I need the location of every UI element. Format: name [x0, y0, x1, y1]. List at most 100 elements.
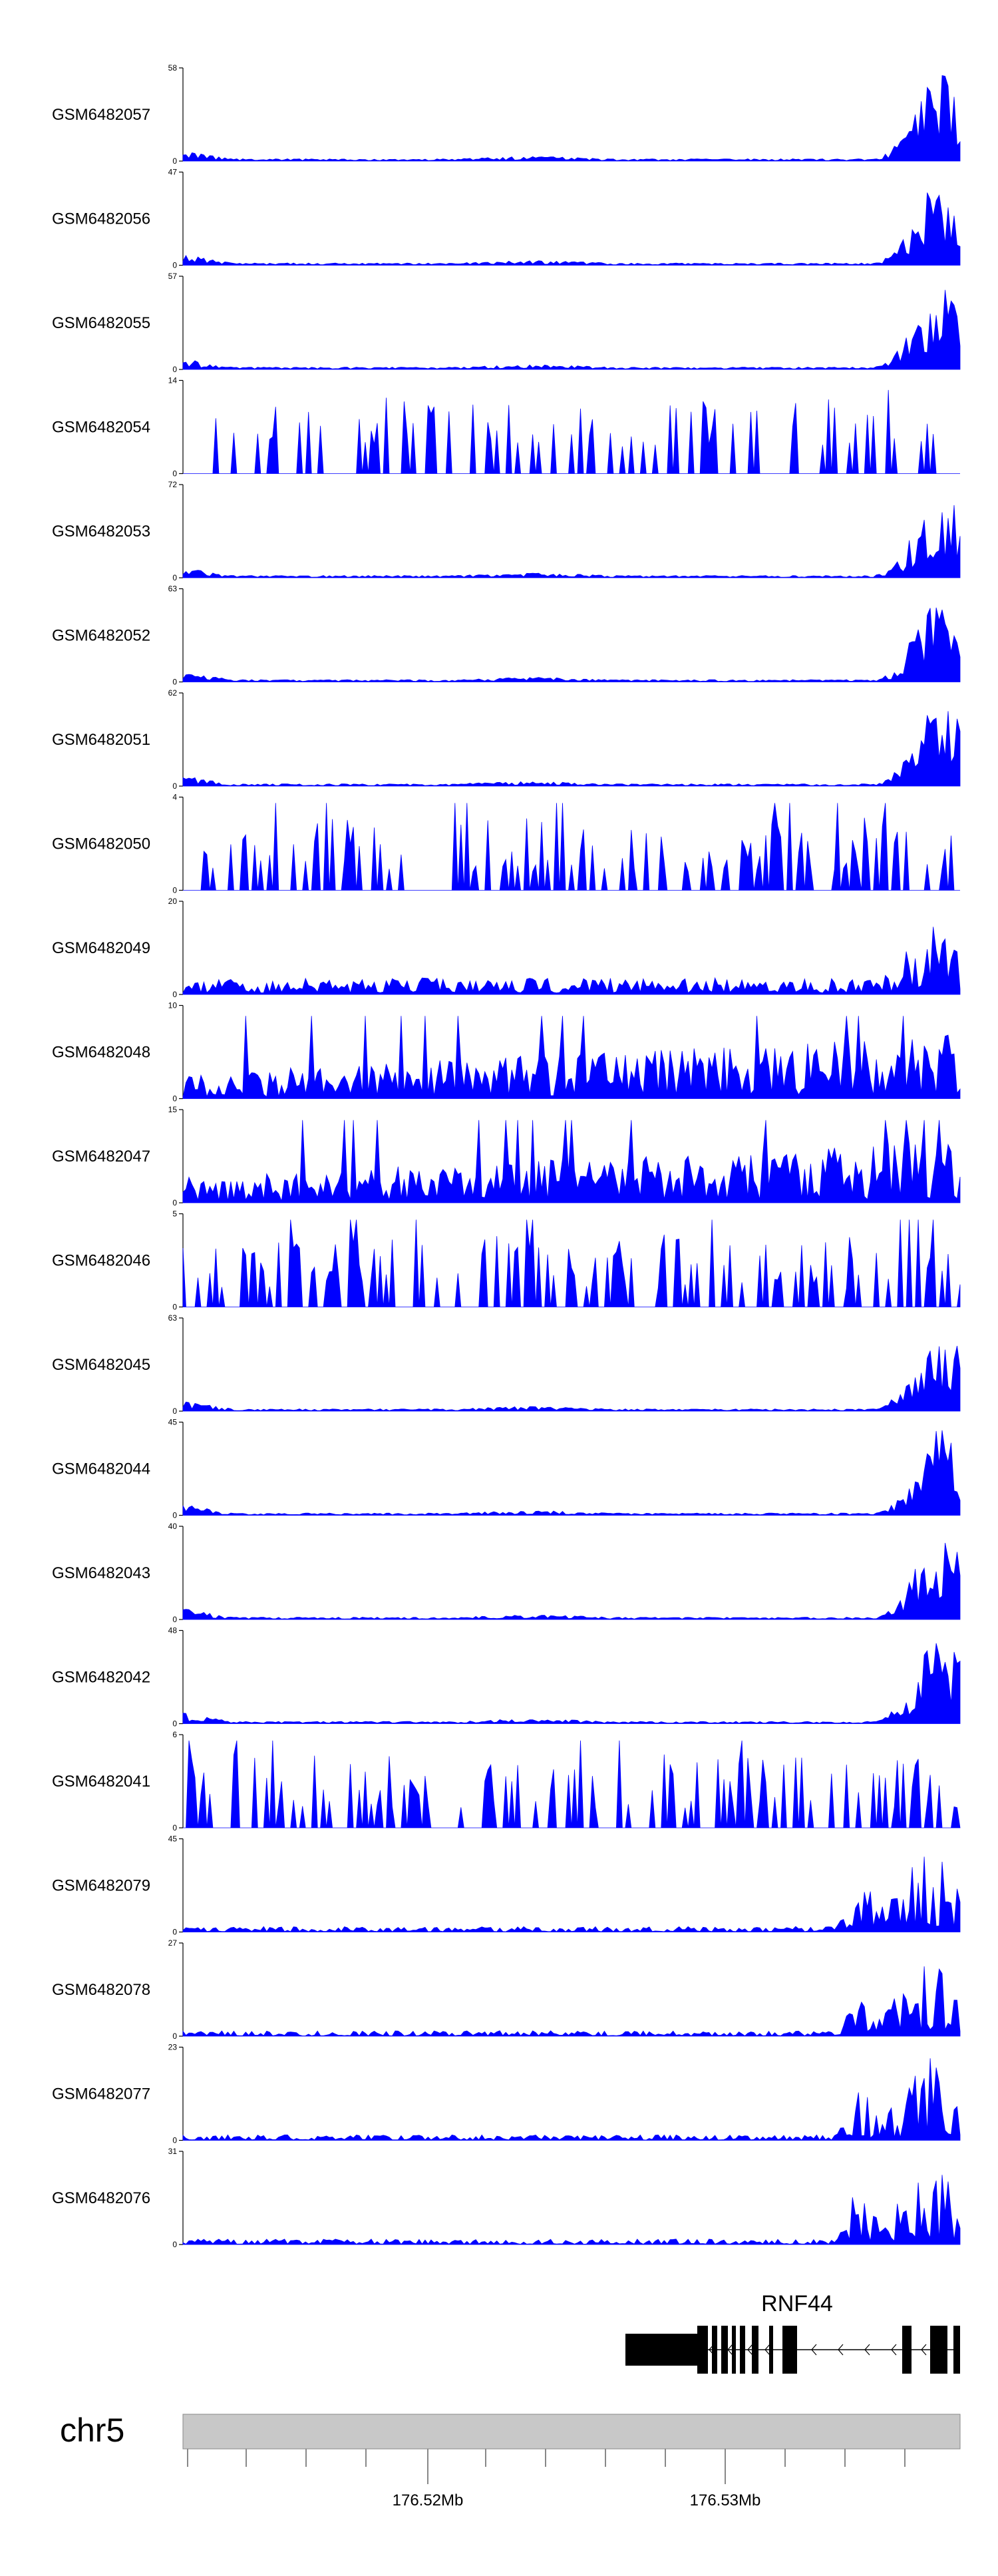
- chromosome-label: chr5: [60, 2412, 124, 2449]
- coverage-area: [182, 1643, 961, 1724]
- y-tick-label-max: 15: [168, 1105, 178, 1114]
- track-label: GSM6482076: [52, 2189, 150, 2207]
- y-tick-label-min: 0: [172, 781, 177, 791]
- coverage-area: [182, 290, 961, 370]
- y-tick-label-min: 0: [172, 1198, 177, 1207]
- y-tick-label-min: 0: [172, 469, 177, 479]
- y-tick-label-max: 58: [168, 63, 178, 73]
- track-label: GSM6482050: [52, 835, 150, 853]
- track-label: GSM6482079: [52, 1877, 150, 1895]
- strand-arrow: [811, 2344, 817, 2356]
- track-GSM6482052: GSM6482052 63 0: [52, 584, 961, 687]
- track-label: GSM6482054: [52, 419, 150, 437]
- y-tick-label-min: 0: [172, 1303, 177, 1312]
- y-tick-label-min: 0: [172, 573, 177, 582]
- y-tick-label-max: 10: [168, 1001, 178, 1010]
- strand-arrow: [864, 2344, 870, 2356]
- track-GSM6482079: GSM6482079 45 0: [52, 1834, 961, 1937]
- coverage-area: [182, 1016, 961, 1099]
- chromosome-band: [182, 2414, 961, 2450]
- y-tick-label-max: 6: [172, 1730, 177, 1739]
- exon: [782, 2326, 797, 2374]
- track-label: GSM6482057: [52, 106, 150, 124]
- track-GSM6482054: GSM6482054 14 0: [52, 376, 960, 479]
- coverage-area: [183, 1740, 961, 1828]
- y-tick-label-min: 0: [172, 1511, 177, 1520]
- track-label: GSM6482056: [52, 210, 150, 228]
- y-tick-label-max: 5: [172, 1209, 177, 1219]
- exon: [740, 2326, 745, 2374]
- y-tick-label-max: 27: [168, 1938, 178, 1948]
- coverage-area: [182, 2058, 961, 2141]
- gene-label: RNF44: [761, 2291, 833, 2316]
- track-GSM6482056: GSM6482056 47 0: [52, 168, 961, 270]
- y-tick-label-min: 0: [172, 1719, 177, 1729]
- track-label: GSM6482055: [52, 314, 150, 332]
- track-label: GSM6482077: [52, 2085, 150, 2103]
- exon: [902, 2326, 912, 2374]
- coverage-area: [182, 711, 961, 787]
- track-GSM6482057: GSM6482057 58 0: [52, 63, 961, 166]
- y-tick-label-min: 0: [172, 365, 177, 374]
- y-tick-label-max: 45: [168, 1834, 178, 1844]
- y-tick-label-max: 47: [168, 168, 178, 177]
- track-GSM6482077: GSM6482077 23 0: [52, 2043, 961, 2145]
- y-tick-label-min: 0: [172, 156, 177, 166]
- track-label: GSM6482041: [52, 1773, 150, 1791]
- track-label: GSM6482053: [52, 523, 150, 540]
- y-tick-label-max: 63: [168, 584, 178, 594]
- track-GSM6482046: GSM6482046 5 0: [52, 1209, 961, 1312]
- y-tick-label-min: 0: [172, 886, 177, 895]
- exon: [752, 2326, 758, 2374]
- track-GSM6482044: GSM6482044 45 0: [52, 1418, 961, 1520]
- y-tick-label-max: 62: [168, 688, 178, 698]
- track-label: GSM6482047: [52, 1148, 150, 1166]
- y-tick-label-min: 0: [172, 1094, 177, 1104]
- coverage-area: [182, 2175, 961, 2245]
- track-GSM6482050: GSM6482050 4 0: [52, 793, 960, 895]
- exon: [769, 2326, 773, 2374]
- y-tick-label-min: 0: [172, 990, 177, 999]
- strand-arrow: [891, 2344, 897, 2356]
- y-tick-label-max: 4: [172, 793, 177, 802]
- y-tick-label-max: 31: [168, 2147, 178, 2156]
- coverage-area: [182, 1219, 961, 1307]
- y-tick-label-min: 0: [172, 1823, 177, 1832]
- y-tick-label-max: 72: [168, 480, 178, 489]
- track-GSM6482042: GSM6482042 48 0: [52, 1626, 961, 1729]
- strand-arrow: [727, 2344, 733, 2356]
- track-GSM6482078: GSM6482078 27 0: [52, 1938, 961, 2041]
- track-GSM6482048: GSM6482048 10 0: [52, 1001, 961, 1104]
- y-tick-label-max: 57: [168, 272, 178, 281]
- track-GSM6482041: GSM6482041 6 0: [52, 1730, 961, 1832]
- strand-arrow: [709, 2344, 715, 2356]
- gene-model-rnf44: [625, 2326, 960, 2374]
- y-tick-label-max: 45: [168, 1418, 178, 1427]
- y-tick-label-min: 0: [172, 1406, 177, 1416]
- coverage-area: [182, 927, 961, 995]
- coverage-area: [182, 1345, 961, 1412]
- track-label: GSM6482044: [52, 1460, 150, 1478]
- y-tick-label-min: 0: [172, 2032, 177, 2041]
- exon: [721, 2326, 728, 2374]
- track-label: GSM6482046: [52, 1252, 150, 1270]
- position-tick-label-2: 176.53Mb: [690, 2491, 761, 2509]
- track-GSM6482076: GSM6482076 31 0: [52, 2147, 961, 2249]
- track-GSM6482049: GSM6482049 20 0: [52, 897, 961, 999]
- track-label: GSM6482049: [52, 939, 150, 957]
- track-label: GSM6482045: [52, 1356, 150, 1374]
- y-tick-label-min: 0: [172, 2240, 177, 2249]
- track-GSM6482055: GSM6482055 57 0: [52, 272, 961, 374]
- track-GSM6482047: GSM6482047 15 0: [52, 1105, 961, 1207]
- track-label: GSM6482078: [52, 1981, 150, 1999]
- track-label: GSM6482051: [52, 731, 150, 749]
- track-GSM6482043: GSM6482043 40 0: [52, 1522, 961, 1624]
- strand-arrow: [764, 2344, 770, 2356]
- coverage-area: [182, 75, 961, 162]
- exon: [732, 2326, 736, 2374]
- track-GSM6482051: GSM6482051 62 0: [52, 688, 961, 791]
- y-tick-label-max: 48: [168, 1626, 178, 1635]
- y-tick-label-max: 40: [168, 1522, 178, 1531]
- y-tick-label-min: 0: [172, 261, 177, 270]
